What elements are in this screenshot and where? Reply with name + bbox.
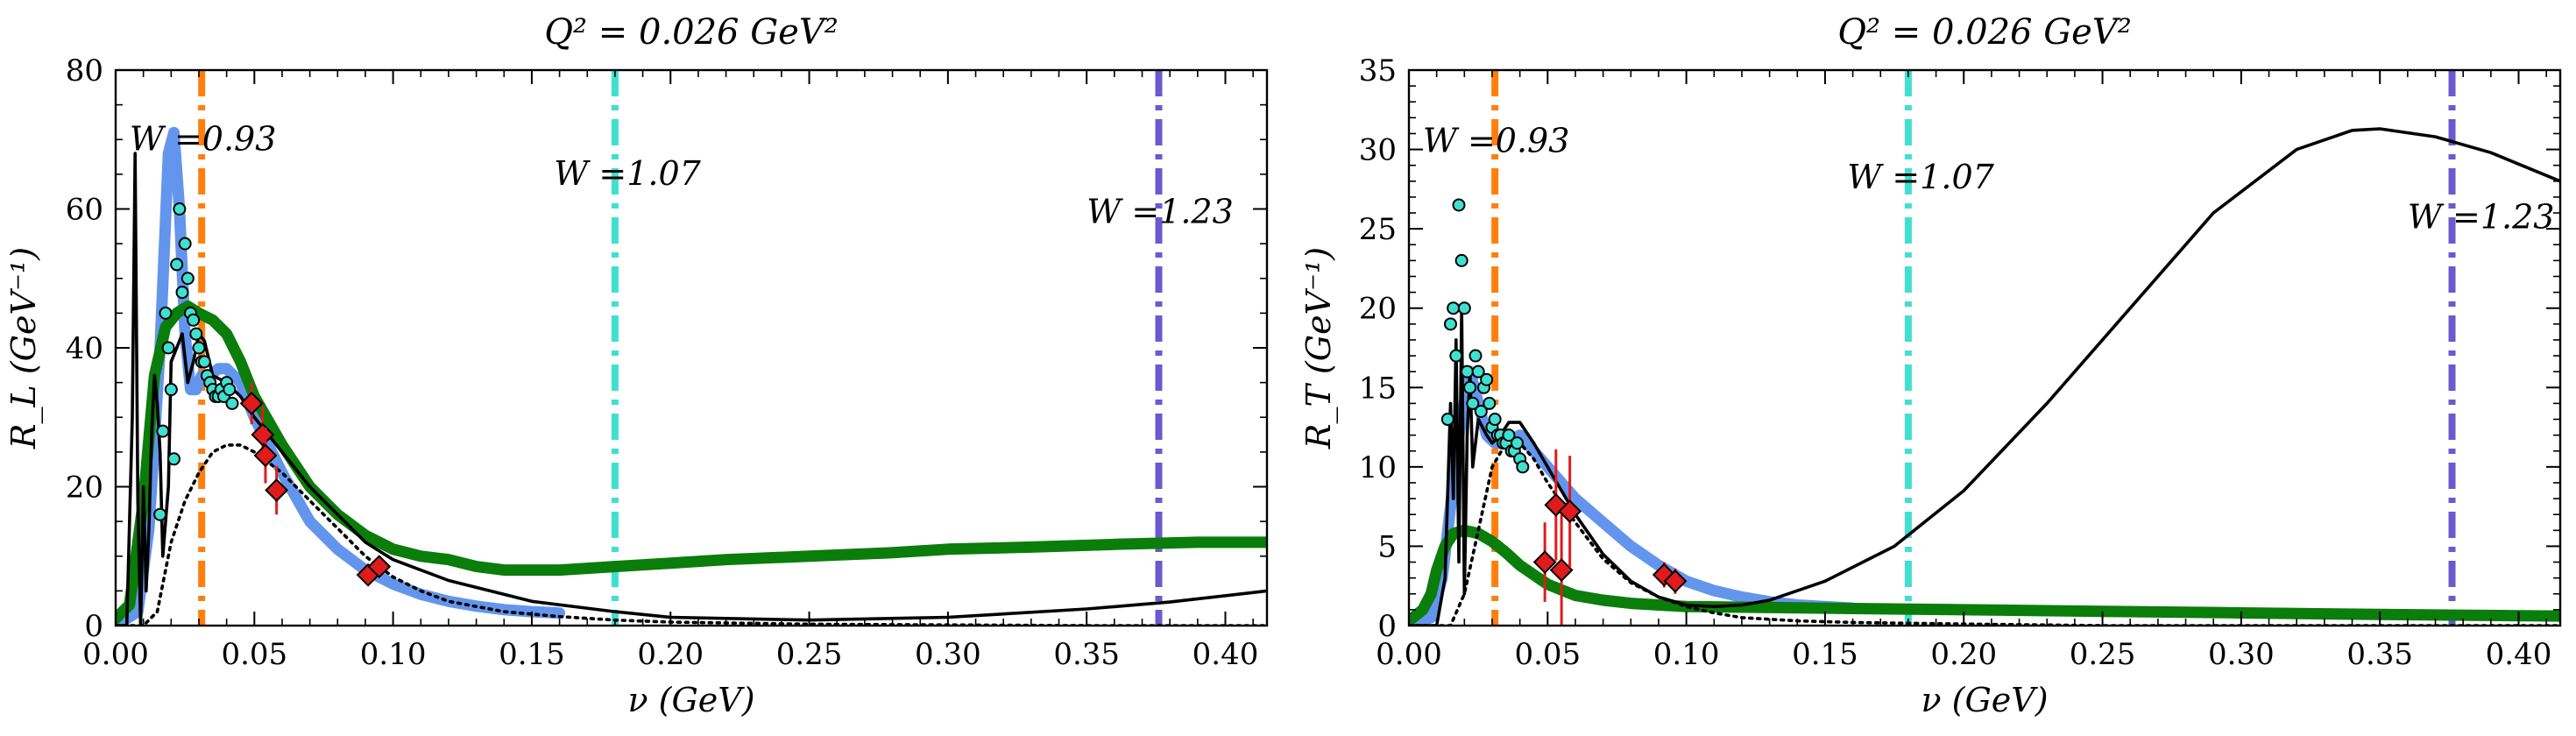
data-point: [1516, 460, 1530, 474]
x-axis-title: ν (GeV): [1921, 681, 2048, 719]
data-point: [1468, 349, 1483, 363]
data-point: [1447, 301, 1461, 315]
w-annotation: W =0.93: [1423, 122, 1570, 160]
series-line-black-solid: [1409, 127, 2560, 626]
data-point: [187, 313, 201, 327]
data-point: [197, 355, 211, 369]
x-tick-label: 0.20: [637, 637, 704, 672]
w-annotation: W =1.07: [1847, 158, 1994, 196]
data-point: [1502, 428, 1516, 442]
data-point: [1488, 413, 1502, 427]
plot-frame: [1407, 68, 2562, 627]
w-annotation: W =0.93: [130, 119, 277, 158]
data-point: [1474, 404, 1488, 418]
x-tick-label: 0.10: [360, 637, 427, 672]
x-tick-label: 0.00: [82, 637, 149, 672]
y-tick-label: 0: [1377, 609, 1397, 644]
w-annotation: W =1.07: [554, 154, 701, 193]
x-tick-label: 0.00: [1376, 637, 1442, 672]
y-tick-label: 35: [1359, 53, 1397, 88]
data-point: [159, 306, 173, 320]
chart-panel-rt: 0.00 0.05 0.10 0.15 0.20 0.25 0.30 0.35 0.40 0 5 10…: [1299, 12, 2562, 719]
data-point: [180, 272, 195, 286]
x-tick-label: 0.20: [1930, 637, 1997, 672]
data-point: [1440, 413, 1454, 427]
data-diamond: [265, 478, 289, 502]
y-axis-title: R_T (GeV⁻¹): [1299, 247, 1339, 449]
y-tick-label: 40: [66, 331, 103, 366]
data-point: [164, 383, 178, 397]
y-axis-title: R_L (GeV⁻¹): [4, 247, 44, 449]
chart-panel-rl: 0.00 0.05 0.10 0.15 0.20 0.25 0.30 0.35 0.40 0 20 4…: [4, 12, 1269, 719]
x-tick-label: 0.40: [1192, 637, 1259, 672]
x-tick-label: 0.25: [2070, 637, 2136, 672]
y-tick-label: 20: [1359, 292, 1397, 327]
y-tick-label: 60: [66, 193, 103, 228]
data-point: [1457, 301, 1471, 315]
x-axis-title: ν (GeV): [627, 681, 754, 719]
data-point: [1460, 364, 1474, 379]
data-diamond: [253, 443, 278, 468]
series-line-green-thick: [116, 301, 1267, 625]
series-line-black-dotted: [116, 443, 1267, 626]
y-tick-label: 25: [1359, 212, 1397, 247]
data-point: [1452, 198, 1466, 212]
x-tick-label: 0.30: [915, 637, 981, 672]
data-point: [1510, 436, 1524, 450]
w-annotation: W =1.23: [2408, 197, 2555, 236]
data-point: [153, 507, 167, 521]
y-tick-label: 30: [1359, 133, 1397, 168]
data-point: [225, 396, 239, 410]
data-point: [1466, 396, 1480, 410]
x-tick-label: 0.15: [499, 637, 565, 672]
x-tick-label: 0.05: [221, 637, 287, 672]
data-point: [166, 452, 180, 466]
y-tick-label: 80: [66, 53, 103, 88]
y-tick-label: 10: [1359, 450, 1397, 485]
chart-title: Q² = 0.026 GeV²: [544, 12, 839, 53]
y-tick-label: 15: [1359, 371, 1397, 406]
y-tick-label: 20: [66, 471, 103, 506]
data-point: [156, 424, 170, 438]
data-point: [1471, 364, 1485, 379]
data-point: [175, 286, 189, 300]
data-diamond: [1663, 569, 1688, 593]
data-point: [1483, 396, 1497, 410]
y-tick-label: 0: [84, 609, 103, 644]
x-tick-label: 0.05: [1514, 637, 1581, 672]
data-diamond: [1532, 550, 1557, 574]
series-line-green-thick: [1409, 524, 2560, 626]
data-point: [1480, 372, 1494, 386]
w-annotation: W =1.23: [1086, 192, 1234, 230]
x-tick-label: 0.15: [1792, 637, 1858, 672]
data-point: [161, 341, 175, 355]
data-diamond: [367, 555, 392, 579]
data-point: [223, 383, 237, 397]
x-tick-label: 0.25: [776, 637, 843, 672]
data-point: [170, 258, 184, 272]
x-tick-label: 0.35: [2346, 637, 2413, 672]
x-tick-label: 0.10: [1653, 637, 1720, 672]
data-diamond: [1558, 499, 1582, 523]
data-point: [178, 237, 192, 251]
x-tick-label: 0.35: [1053, 637, 1120, 672]
data-point: [1443, 317, 1457, 331]
chart-title: Q² = 0.026 GeV²: [1837, 12, 2132, 53]
data-diamond: [251, 422, 275, 447]
x-tick-label: 0.30: [2208, 637, 2275, 672]
data-diamond: [239, 391, 264, 415]
data-point: [173, 202, 187, 216]
data-point: [1463, 380, 1477, 394]
x-tick-label: 0.40: [2486, 637, 2552, 672]
data-point: [192, 341, 206, 355]
series-line-black-solid: [116, 152, 1267, 626]
data-point: [1454, 253, 1468, 267]
y-tick-label: 5: [1377, 529, 1397, 564]
plot-area: [1409, 70, 2560, 626]
data-point: [189, 327, 203, 341]
series-line-blue-thick: [116, 126, 566, 626]
data-point: [1449, 349, 1463, 363]
